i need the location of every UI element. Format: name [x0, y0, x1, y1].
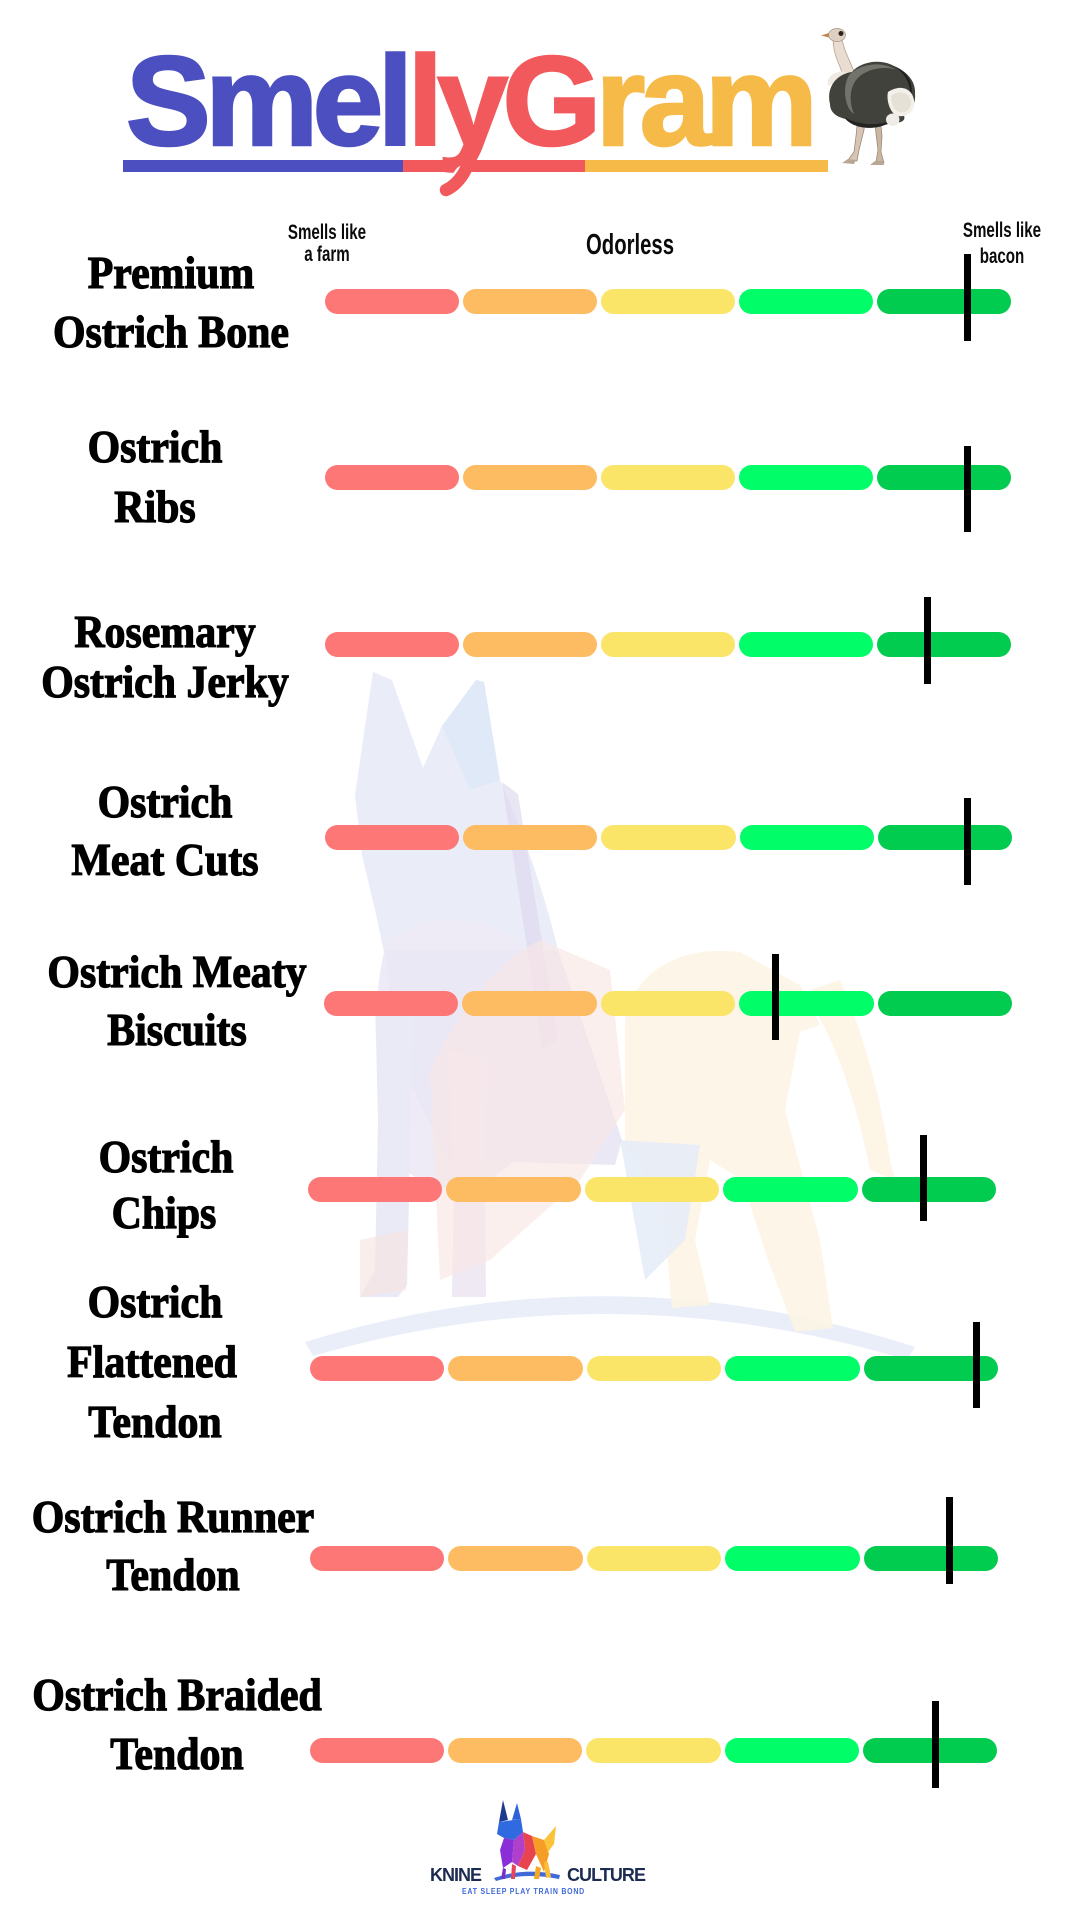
svg-text:KNINE: KNINE [430, 1865, 482, 1885]
svg-text:CULTURE: CULTURE [567, 1865, 646, 1885]
svg-text:EAT SLEEP PLAY TRAIN BOND: EAT SLEEP PLAY TRAIN BOND [462, 1887, 585, 1896]
